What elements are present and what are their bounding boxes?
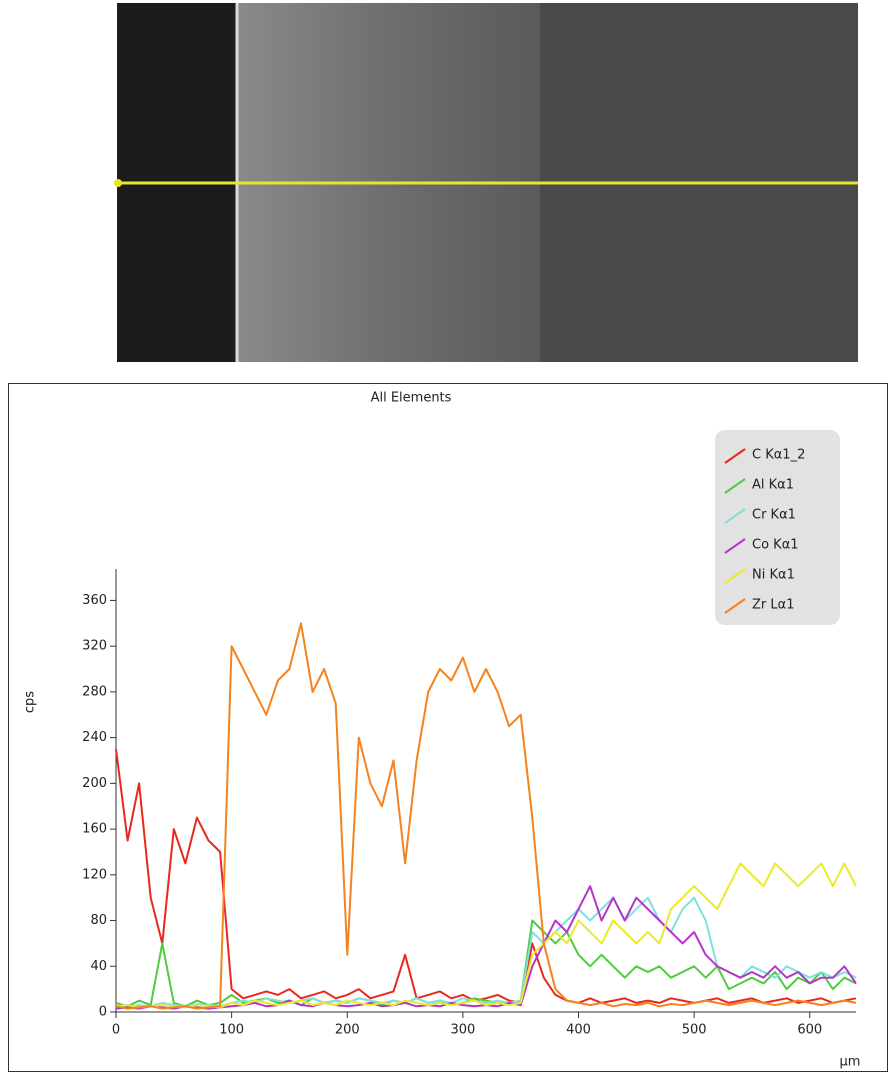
x-axis-label: µm [840,1055,861,1070]
y-tick-label: 120 [82,867,107,882]
legend: C Kα1_2 Al Kα1 Cr Kα1 Co Kα1 Ni Kα1 Zr Lα1 [715,430,840,625]
legend-swatch [724,508,746,524]
legend-swatch [724,448,746,464]
series-line [115,748,857,1004]
x-tick-label: 200 [335,1023,360,1038]
series-line [115,896,857,1009]
series-line [115,622,857,1010]
legend-label: Co Kα1 [752,538,799,553]
legend-swatch [724,598,746,614]
y-tick-label: 280 [82,684,107,699]
y-tick-label: 0 [99,1005,107,1020]
y-axis-label: cps [23,691,38,713]
legend-label: Cr Kα1 [752,508,796,523]
series-line [115,885,857,1010]
legend-label: C Kα1_2 [752,448,805,463]
x-tick-label: 0 [112,1023,120,1038]
y-tick-label: 320 [82,639,107,654]
legend-label: Ni Kα1 [752,568,795,583]
x-tick-label: 300 [450,1023,475,1038]
legend-box [715,430,840,625]
x-tick-label: 500 [682,1023,707,1038]
legend-swatch [724,568,746,584]
y-tick-label: 40 [90,959,107,974]
legend-swatch [724,538,746,554]
x-tick-label: 400 [566,1023,591,1038]
y-tick-label: 200 [82,776,107,791]
series-line [115,919,857,1008]
sem-image [114,3,858,362]
y-tick-label: 80 [90,913,107,928]
legend-swatch [724,478,746,494]
scan-start [114,179,122,187]
x-tick-label: 600 [797,1023,822,1038]
y-tick-label: 160 [82,822,107,837]
x-tick-label: 100 [219,1023,244,1038]
y-tick-label: 360 [82,593,107,608]
legend-label: Al Kα1 [752,478,794,493]
y-tick-label: 240 [82,730,107,745]
series-line [115,862,857,1009]
legend-label: Zr Lα1 [752,598,794,613]
chart-title: All Elements [371,391,452,406]
